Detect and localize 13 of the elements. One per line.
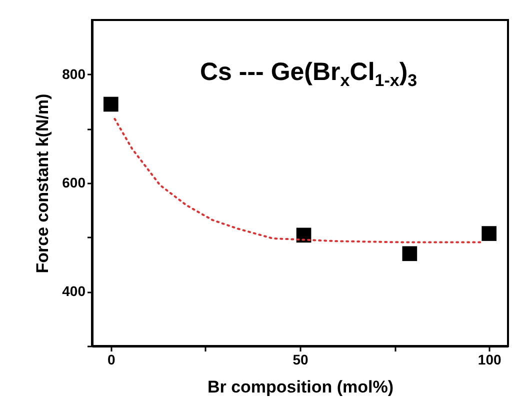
y-axis-title: Force constant k(N/m): [33, 94, 52, 274]
y-tick-label: 400: [62, 283, 86, 300]
point: [402, 246, 418, 262]
x-tick-label: 0: [108, 352, 116, 368]
point: [482, 226, 497, 241]
y-tick-label: 600: [62, 174, 86, 190]
annotation: Cs --- Ge(Br$_{x}$Cl$_{1-x}$)$_{3}$: [200, 58, 418, 91]
point: [296, 228, 312, 243]
x-tick-label: 50: [292, 352, 308, 368]
y-tick-label: 800: [62, 66, 86, 82]
x-tick-label: 100: [478, 352, 502, 368]
point: [103, 96, 118, 112]
x-axis-title: Br composition (mol%): [207, 378, 394, 396]
